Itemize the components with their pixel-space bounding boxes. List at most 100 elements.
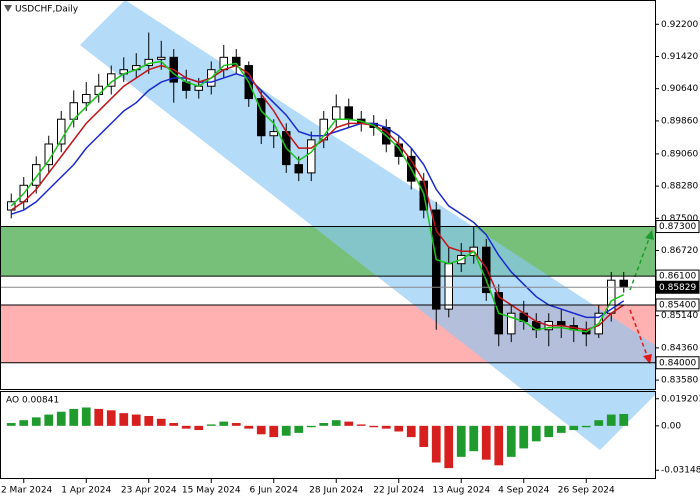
- ao-bar: [244, 425, 254, 429]
- ao-bar: [494, 425, 504, 466]
- candle-body: [332, 106, 341, 120]
- x-tick-label: 28 Jun 2024: [309, 486, 363, 496]
- level-label: 0.84000: [659, 358, 696, 368]
- candle-body: [344, 106, 353, 120]
- ao-bar: [231, 423, 241, 426]
- y-tick-label: 0.88280: [661, 182, 698, 192]
- y-tick-label: 0.92200: [661, 20, 698, 30]
- moving-average: [11, 73, 625, 319]
- candle-body: [307, 139, 316, 174]
- candle-body: [294, 164, 303, 174]
- price-frame: [0, 0, 656, 390]
- ao-bar: [606, 414, 616, 426]
- y-tick-label: 0.86720: [661, 246, 698, 256]
- ao-bar: [31, 417, 41, 426]
- level-box: [655, 298, 700, 312]
- y-tick-label: 0.90640: [661, 84, 698, 94]
- ao-bar: [481, 425, 491, 460]
- level-box: [655, 356, 700, 370]
- ao-bar: [119, 413, 129, 426]
- ao-bar: [306, 425, 316, 428]
- moving-average: [10, 60, 625, 333]
- ao-frame: [0, 391, 656, 479]
- ao-bar: [569, 425, 579, 431]
- ao-bar: [19, 420, 29, 426]
- ao-bar: [344, 421, 354, 426]
- candle-body: [32, 164, 41, 186]
- ao-bar: [406, 425, 416, 438]
- ao-bar: [619, 413, 629, 426]
- ao-bar: [69, 408, 79, 426]
- y-tick-label: 0.019201: [661, 394, 700, 404]
- y-tick-label: 0.91420: [661, 52, 698, 62]
- ao-bar: [519, 425, 529, 449]
- x-tick-label: 13 Aug 2024: [432, 486, 490, 496]
- ao-bar: [194, 425, 204, 431]
- ao-bar: [506, 425, 516, 457]
- y-tick-label: 0.89860: [661, 116, 698, 126]
- y-tick-label: 0.87500: [661, 214, 698, 224]
- y-tick-label: 0.00: [661, 421, 681, 431]
- x-tick-label: 26 Sep 2024: [558, 486, 615, 496]
- x-tick-label: 1 Apr 2024: [61, 486, 111, 496]
- ao-bar: [206, 424, 216, 426]
- ao-bar: [144, 415, 154, 426]
- ao-bar: [319, 423, 329, 426]
- level-label: 0.86100: [659, 272, 696, 282]
- x-tick-label: 22 Jul 2024: [373, 486, 424, 496]
- ao-bar: [394, 425, 404, 432]
- x-tick-label: 12 Mar 2024: [0, 486, 53, 496]
- ao-bar: [156, 418, 166, 426]
- candle-body: [94, 85, 103, 95]
- y-tick-label: 0.89060: [661, 149, 698, 159]
- ao-bar: [381, 425, 391, 429]
- ao-bar: [581, 425, 591, 428]
- ao-bar: [94, 408, 104, 426]
- ao-bar: [281, 425, 291, 436]
- y-tick-label: -0.031484: [661, 466, 700, 476]
- ao-bar: [369, 425, 379, 428]
- x-tick-label: 6 Jun 2024: [250, 486, 299, 496]
- ao-bar: [419, 425, 429, 447]
- price-panel: [7, 32, 628, 347]
- x-tick-label: 15 May 2024: [182, 486, 241, 496]
- ao-bar: [269, 425, 279, 438]
- ao-bar: [256, 425, 266, 435]
- ao-bar: [219, 421, 229, 426]
- candle-body: [82, 93, 91, 104]
- candle-body: [269, 131, 278, 137]
- ao-bar: [44, 414, 54, 426]
- y-tick-label: 0.85140: [661, 311, 698, 321]
- ao-bar: [444, 425, 454, 469]
- ao-bar: [169, 423, 179, 426]
- candle-body: [257, 98, 266, 137]
- ao-bar: [294, 425, 304, 433]
- ao-bar: [556, 425, 566, 433]
- ao-title: AO 0.00841: [6, 396, 59, 406]
- level-box: [655, 220, 700, 234]
- up-arrow-head: [645, 230, 654, 240]
- x-tick-label: 23 Apr 2024: [121, 486, 177, 496]
- ao-bar: [331, 420, 341, 426]
- chart-title: USDCHF,Daily: [15, 5, 79, 15]
- up-arrow: [629, 235, 651, 291]
- level-box: [655, 280, 700, 294]
- down-arrow-head: [643, 354, 652, 364]
- candle-body: [444, 263, 453, 310]
- ao-bar: [106, 410, 116, 426]
- level-label: 0.87300: [659, 222, 696, 232]
- ao-bar: [456, 425, 466, 457]
- ao-bar: [81, 407, 91, 426]
- candle-body: [157, 56, 166, 60]
- ao-bar: [431, 425, 441, 463]
- x-tick-label: 4 Sep 2024: [498, 486, 550, 496]
- ao-bar: [56, 411, 66, 426]
- candle-body: [507, 312, 516, 335]
- ao-bar: [131, 414, 141, 426]
- ao-bar: [181, 425, 191, 429]
- ao-bar: [594, 420, 604, 426]
- ao-bar: [6, 423, 16, 426]
- level-label: 0.85829: [659, 283, 696, 293]
- symbol-icon: [4, 5, 12, 12]
